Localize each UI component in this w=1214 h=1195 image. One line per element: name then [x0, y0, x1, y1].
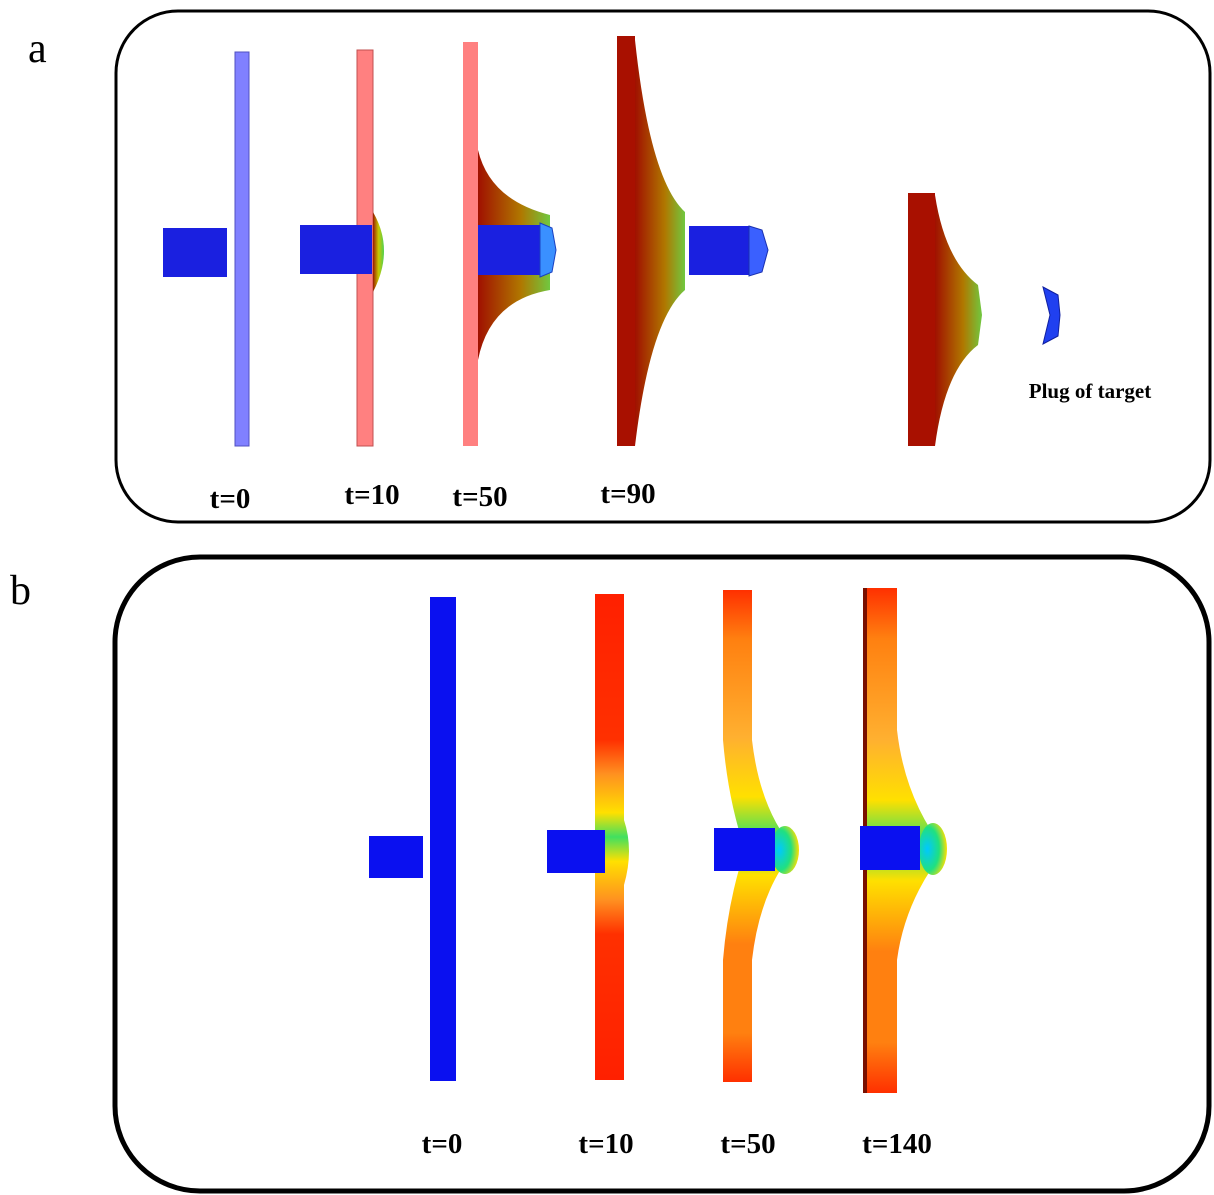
figure: a t=0 t=10 t=50 t=90 Plug of target b [0, 0, 1214, 1195]
time-label: t=0 [422, 1128, 463, 1160]
target-plate [430, 597, 456, 1081]
panel-letter: a [28, 26, 47, 72]
plug [1043, 287, 1060, 344]
time-label: t=10 [578, 1128, 633, 1160]
time-label: t=50 [452, 481, 507, 513]
projectile [478, 225, 543, 275]
target-plate [908, 193, 935, 446]
time-label: t=90 [600, 478, 655, 510]
plug-label: Plug of target [1029, 379, 1151, 403]
plug [749, 226, 768, 276]
time-label: t=10 [344, 479, 399, 511]
projectile [689, 226, 749, 275]
bulge [919, 823, 947, 875]
time-label: t=140 [862, 1128, 932, 1160]
bulge [771, 826, 799, 874]
page: {"panel_a": {"letter": "a", "times": ["t… [0, 0, 1214, 1195]
panel-frame [115, 557, 1209, 1191]
target-plate [463, 42, 478, 446]
plug [540, 223, 556, 277]
panel-letter: b [10, 568, 31, 614]
projectile [860, 826, 920, 870]
target-plate [617, 36, 635, 446]
bulge [373, 212, 384, 292]
panel-a: a t=0 t=10 t=50 t=90 Plug of target [28, 11, 1210, 522]
time-label: t=50 [720, 1128, 775, 1160]
panel-b: b t=0 t=10 t=50 t=140 [10, 557, 1209, 1191]
bulge [935, 195, 982, 446]
projectile [300, 225, 372, 274]
projectile [714, 828, 775, 871]
time-label: t=0 [210, 483, 251, 515]
projectile [369, 836, 423, 878]
projectile [163, 228, 227, 277]
bulge [635, 40, 685, 446]
target-plate [235, 52, 249, 446]
projectile [547, 830, 605, 873]
